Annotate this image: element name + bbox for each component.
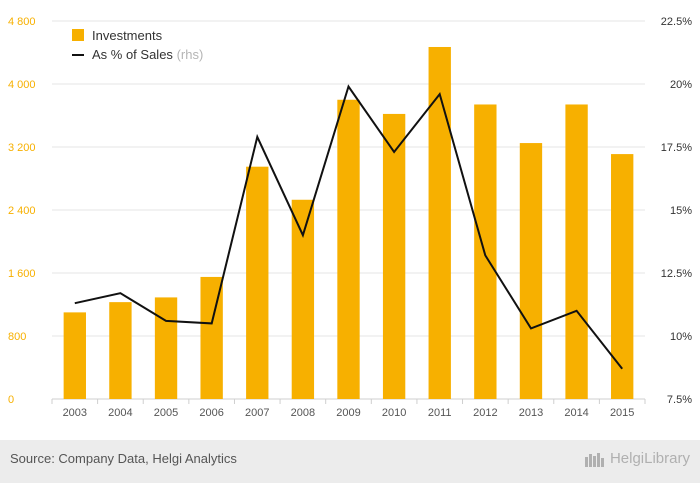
x-tick-label: 2012 bbox=[473, 407, 497, 419]
footer: Source: Company Data, Helgi Analytics He… bbox=[0, 440, 700, 483]
bar-2008 bbox=[291, 199, 315, 399]
y-right-tick-label: 17.5% bbox=[661, 142, 692, 154]
bar-2009 bbox=[337, 99, 360, 399]
y-left-tick-label: 1 600 bbox=[8, 268, 36, 280]
library-icon bbox=[584, 452, 604, 467]
x-tick-label: 2013 bbox=[519, 407, 543, 419]
y-right-tick-label: 22.5% bbox=[661, 16, 692, 28]
bar-2012 bbox=[474, 104, 497, 399]
y-right-tick-label: 12.5% bbox=[661, 268, 692, 280]
x-tick-label: 2005 bbox=[154, 407, 178, 419]
y-left-tick-label: 800 bbox=[8, 331, 26, 343]
bar-2003 bbox=[63, 312, 86, 399]
x-tick-label: 2014 bbox=[564, 407, 588, 419]
bar-2004 bbox=[109, 302, 132, 399]
brand-logo: HelgiLibrary bbox=[584, 450, 690, 467]
x-tick-label: 2015 bbox=[610, 407, 634, 419]
bar-series bbox=[63, 46, 634, 400]
y-axis-left: 0 800 1 600 2 400 3 200 4 000 4 800 bbox=[8, 16, 36, 406]
legend-label-investments: Investments bbox=[92, 28, 163, 43]
legend-swatch-investments bbox=[72, 29, 84, 41]
bar-2007 bbox=[246, 166, 269, 399]
x-tick-label: 2007 bbox=[245, 407, 269, 419]
bar-2015 bbox=[611, 154, 634, 399]
legend-label-sales: As % of Sales (rhs) bbox=[92, 47, 203, 62]
legend: Investments As % of Sales (rhs) bbox=[72, 28, 203, 62]
y-right-tick-label: 20% bbox=[670, 79, 692, 91]
y-left-tick-label: 4 800 bbox=[8, 16, 36, 28]
x-tick-label: 2003 bbox=[63, 407, 87, 419]
bar-2010 bbox=[382, 113, 406, 400]
bar-2014 bbox=[565, 104, 588, 399]
bar-2005 bbox=[154, 297, 178, 399]
y-axis-right: 7.5% 10% 12.5% 15% 17.5% 20% 22.5% bbox=[661, 16, 692, 406]
x-tick-label: 2006 bbox=[199, 407, 223, 419]
legend-label-sales-suffix: (rhs) bbox=[177, 47, 204, 62]
x-tick-label: 2011 bbox=[428, 407, 452, 419]
y-left-tick-label: 2 400 bbox=[8, 205, 36, 217]
y-right-tick-label: 7.5% bbox=[667, 394, 692, 406]
chart: 0 800 1 600 2 400 3 200 4 000 4 800 7.5% 10% 12.… bbox=[8, 16, 692, 419]
x-tick-label: 2010 bbox=[382, 407, 406, 419]
y-left-tick-label: 0 bbox=[8, 394, 14, 406]
x-axis: 2003 2004 2005 2006 2007 2008 2009 2010 2011 2012… bbox=[51, 399, 646, 419]
y-right-tick-label: 15% bbox=[670, 205, 692, 217]
x-tick-label: 2008 bbox=[291, 407, 315, 419]
x-tick-label: 2009 bbox=[336, 407, 360, 419]
brand-name: HelgiLibrary bbox=[609, 450, 690, 467]
bar-2006 bbox=[200, 276, 223, 399]
legend-label-sales-main: As % of Sales bbox=[92, 47, 173, 62]
y-right-tick-label: 10% bbox=[670, 331, 692, 343]
line-series bbox=[74, 84, 623, 370]
bar-2011 bbox=[428, 46, 451, 400]
x-tick-label: 2004 bbox=[108, 407, 132, 419]
bar-2013 bbox=[519, 143, 543, 399]
source-note: Source: Company Data, Helgi Analytics bbox=[10, 451, 237, 466]
y-left-tick-label: 3 200 bbox=[8, 142, 36, 154]
y-left-tick-label: 4 000 bbox=[8, 79, 36, 91]
